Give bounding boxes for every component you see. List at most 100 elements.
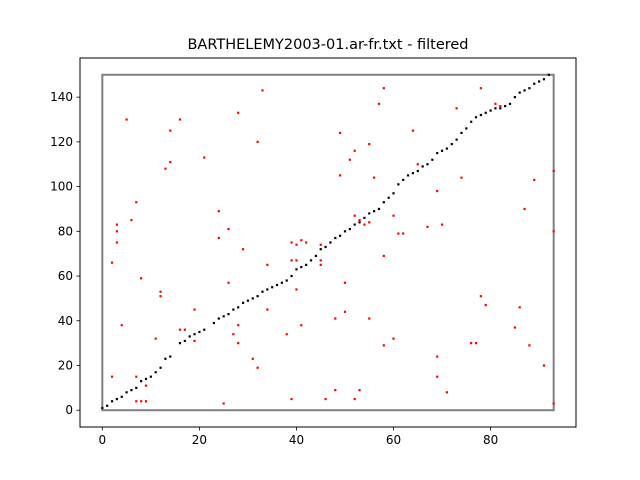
candidate-point	[130, 219, 133, 222]
alignment-point	[402, 178, 405, 181]
alignment-point	[193, 333, 196, 336]
candidate-point	[261, 89, 264, 92]
candidate-point	[528, 344, 531, 347]
y-axis: 0 20 40 60 80 100 120 140	[50, 90, 80, 417]
alignment-point	[460, 131, 463, 135]
alignment-point	[455, 138, 458, 141]
candidate-point	[290, 241, 293, 244]
alignment-point	[309, 259, 313, 262]
candidate-point	[144, 400, 148, 403]
candidate-point	[300, 324, 303, 327]
candidate-point	[339, 131, 342, 135]
alignment-point	[387, 196, 390, 199]
candidate-point	[232, 333, 235, 336]
candidate-point	[144, 384, 148, 387]
alignment-point	[542, 78, 546, 81]
candidate-point	[203, 156, 206, 159]
candidate-point	[115, 230, 118, 233]
alignment-point	[484, 111, 487, 114]
candidate-point	[319, 259, 322, 262]
candidate-point	[319, 243, 322, 246]
candidate-point	[135, 400, 138, 403]
candidate-point	[237, 342, 240, 345]
alignment-point	[373, 210, 376, 213]
candidate-point	[358, 389, 361, 392]
candidate-point	[426, 225, 429, 228]
alignment-point	[290, 274, 293, 278]
alignment-point	[334, 236, 337, 240]
alignment-point	[431, 158, 434, 161]
alignment-point	[169, 355, 172, 358]
alignment-point	[232, 308, 235, 311]
candidate-point	[542, 364, 546, 367]
alignment-point	[363, 216, 366, 219]
alignment-point	[266, 288, 269, 291]
alignment-point	[339, 234, 342, 237]
alignment-point	[426, 163, 429, 166]
alignment-point	[178, 342, 182, 345]
alignment-point	[499, 107, 502, 110]
candidate-point	[295, 243, 298, 246]
candidate-point	[115, 241, 118, 244]
alignment-point	[300, 266, 303, 269]
candidate-point	[217, 210, 220, 213]
alignment-point	[513, 96, 516, 99]
candidate-point	[237, 111, 240, 114]
candidate-point	[159, 295, 162, 298]
alignment-point	[271, 286, 274, 289]
chart-title: BARTHELEMY2003-01.ar-fr.txt - filtered	[187, 37, 468, 53]
candidate-point	[237, 324, 240, 327]
candidate-point	[436, 375, 439, 378]
candidate-point	[324, 397, 327, 401]
candidate-point	[382, 254, 385, 258]
candidate-point	[334, 389, 337, 392]
candidate-point	[474, 342, 478, 345]
candidate-point	[397, 232, 400, 235]
candidate-point	[513, 326, 516, 329]
candidate-point	[154, 337, 157, 340]
alignment-point	[217, 317, 220, 320]
candidate-point	[241, 248, 245, 251]
candidate-point	[266, 308, 269, 311]
alignment-point	[470, 120, 473, 123]
candidate-point	[484, 304, 487, 307]
alignment-point	[358, 221, 361, 224]
candidate-point	[479, 295, 482, 298]
alignment-point	[528, 87, 531, 90]
alignment-point	[397, 183, 400, 186]
candidate-point	[445, 391, 448, 394]
alignment-point	[538, 80, 541, 83]
alignment-point	[494, 107, 497, 110]
alignment-point	[256, 295, 259, 298]
candidate-point	[416, 163, 419, 166]
alignment-point	[504, 104, 507, 108]
x-tick-label: 80	[483, 433, 498, 447]
candidate-point	[455, 107, 458, 110]
alignment-point	[135, 386, 138, 389]
alignment-point	[329, 241, 332, 244]
candidate-point	[373, 176, 376, 179]
candidate-point	[392, 214, 395, 217]
alignment-point	[241, 301, 245, 304]
alignment-point	[392, 192, 395, 195]
alignment-point	[106, 404, 109, 407]
y-tick-label: 60	[58, 269, 73, 283]
candidate-point	[169, 129, 172, 132]
candidate-point	[110, 375, 114, 378]
candidate-point	[392, 337, 395, 340]
candidate-point	[222, 402, 225, 405]
x-tick-label: 0	[99, 433, 107, 447]
candidate-point	[135, 375, 138, 378]
candidate-point	[135, 201, 138, 204]
candidate-point	[295, 259, 298, 262]
alignment-point	[130, 389, 133, 392]
x-tick-label: 60	[386, 433, 401, 447]
candidate-point	[382, 87, 385, 90]
candidate-point	[523, 207, 526, 211]
candidate-point	[140, 400, 143, 403]
candidate-point	[256, 140, 259, 143]
alignment-point	[285, 279, 288, 282]
candidate-point	[110, 261, 114, 264]
candidate-point	[125, 118, 128, 121]
candidate-point	[266, 263, 269, 266]
